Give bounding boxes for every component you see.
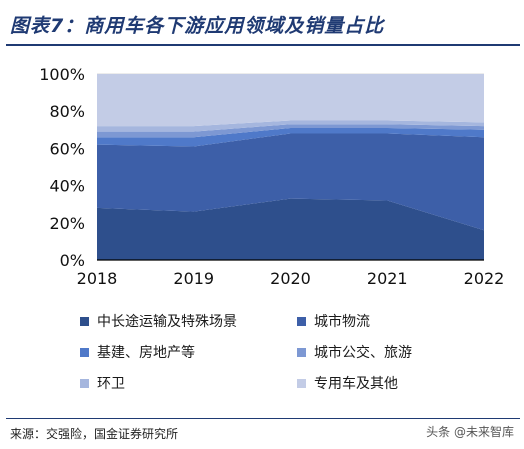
- stacked-area-chart: 0% 20% 40% 60% 80% 100% 2018 2019 2020 2021 2022: [39, 65, 505, 288]
- area-series-2: [97, 133, 484, 231]
- area-series-3: [97, 127, 484, 147]
- x-tick-label: 2019: [173, 269, 214, 288]
- y-tick-label: 0%: [60, 251, 85, 270]
- chart-header: 图表7：商用车各下游应用领域及销量占比: [0, 0, 524, 46]
- legend-label: 城市物流: [314, 314, 370, 330]
- x-tick-label: 2018: [77, 269, 118, 288]
- area-series-layer: [97, 74, 484, 261]
- legend-label: 专用车及其他: [314, 376, 398, 392]
- watermark: 头条 @未来智库: [426, 425, 514, 439]
- legend-swatch: [297, 378, 306, 388]
- legend-label: 基建、房地产等: [97, 345, 195, 361]
- legend-swatch: [80, 347, 89, 357]
- legend-swatch: [80, 378, 89, 388]
- legend-item: 专用车及其他: [297, 373, 398, 393]
- area-series-4: [97, 124, 484, 138]
- x-tick-label: 2021: [367, 269, 408, 288]
- source-note: 来源：交强险，国金证券研究所: [10, 427, 179, 441]
- legend-item: 城市公交、旅游: [297, 342, 412, 362]
- legend-item: 中长途运输及特殊场景: [80, 311, 237, 331]
- y-tick-label: 40%: [49, 177, 85, 196]
- y-tick-label: 100%: [39, 65, 85, 84]
- y-tick-label: 60%: [49, 139, 85, 158]
- legend-item: 城市物流: [297, 311, 370, 331]
- y-axis-ticks: 0% 20% 40% 60% 80% 100%: [39, 65, 85, 270]
- legend-swatch: [297, 347, 306, 357]
- x-axis-ticks: 2018 2019 2020 2021 2022: [77, 269, 505, 288]
- header-divider: [6, 44, 520, 46]
- footer-divider: [6, 418, 520, 419]
- area-series-1: [97, 198, 484, 260]
- area-series-5: [97, 120, 484, 132]
- legend-label: 环卫: [97, 376, 125, 392]
- x-tick-label: 2020: [270, 269, 311, 288]
- legend-label: 城市公交、旅游: [314, 345, 412, 361]
- legend-label: 中长途运输及特殊场景: [97, 314, 237, 330]
- legend-item: 基建、房地产等: [80, 342, 195, 362]
- legend-item: 环卫: [80, 373, 125, 393]
- legend-swatch: [297, 316, 306, 326]
- area-series-6: [97, 74, 484, 127]
- x-tick-label: 2022: [464, 269, 505, 288]
- y-tick-label: 20%: [49, 214, 85, 233]
- y-tick-label: 80%: [49, 102, 85, 121]
- legend-swatch: [80, 316, 89, 326]
- chart-title: 图表7：商用车各下游应用领域及销量占比: [10, 15, 385, 37]
